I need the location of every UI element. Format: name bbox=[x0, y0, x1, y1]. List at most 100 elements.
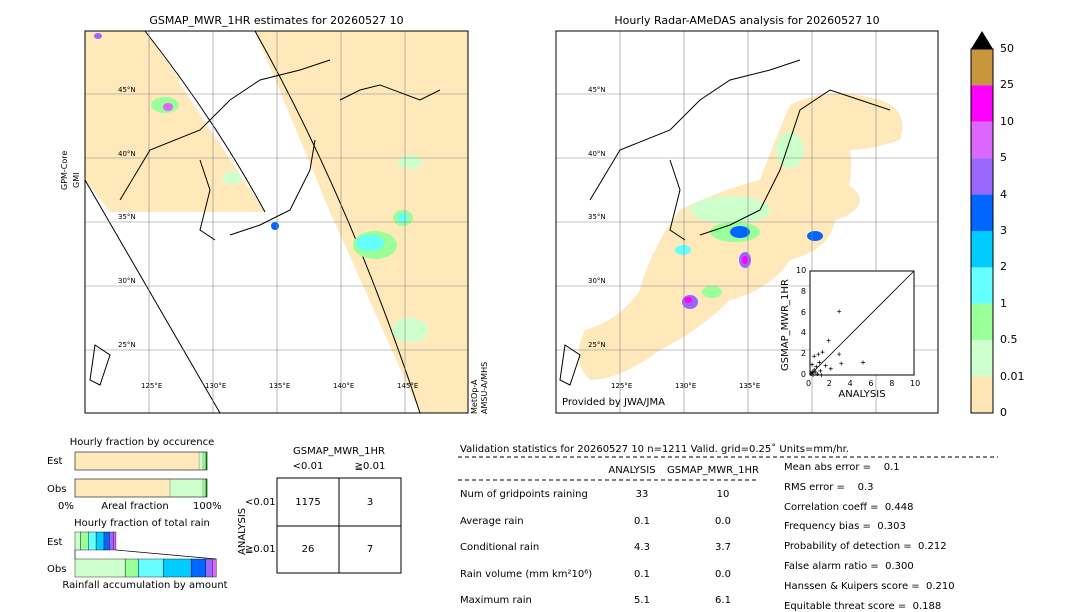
scatter-ytick: 0 bbox=[800, 370, 806, 379]
left-lat-40: 40°N bbox=[118, 150, 136, 158]
scatter-point bbox=[826, 338, 831, 343]
scatter-xlabel: ANALYSIS bbox=[838, 389, 886, 400]
occurrence-bar-segment bbox=[202, 478, 206, 498]
colorbar-label: 4 bbox=[1000, 187, 1007, 201]
contingency-row-ge: ≧0.01 bbox=[245, 544, 276, 555]
colorbar-label: 2 bbox=[1000, 260, 1007, 274]
right-map-credit: Provided by JWA/JMA bbox=[562, 397, 665, 408]
scatter-ytick: 4 bbox=[800, 328, 806, 338]
validation-col-analysis: ANALYSIS bbox=[608, 465, 656, 476]
occurrence-bar-frame bbox=[74, 478, 208, 498]
colorbar-segment bbox=[971, 231, 993, 268]
scatter-ytick: 6 bbox=[800, 307, 806, 317]
colorbar-segment bbox=[971, 194, 993, 231]
totalrain-bar-segment bbox=[212, 558, 217, 578]
occurrence-bar-frame bbox=[74, 451, 208, 471]
scatter-point bbox=[823, 363, 828, 368]
totalrain-bar-segment bbox=[124, 558, 139, 578]
right-lat-30: 30°N bbox=[588, 277, 606, 285]
scatter-ytick: 2 bbox=[800, 349, 806, 359]
scatter-point bbox=[809, 371, 814, 376]
scatter-point bbox=[837, 352, 842, 357]
validation-score: RMS error = 0.3 bbox=[784, 481, 874, 493]
right-lat-25: 25°N bbox=[588, 341, 606, 349]
colorbar-segment bbox=[971, 121, 993, 159]
occurrence-bar-segment bbox=[169, 478, 204, 498]
scatter-xtick: 10 bbox=[910, 379, 921, 388]
scatter-point bbox=[828, 366, 833, 371]
right-lon-135: 135°E bbox=[739, 382, 761, 390]
occurrence-title: Hourly fraction by occurence bbox=[69, 437, 215, 448]
validation-col-gsmap: GSMAP_MWR_1HR bbox=[667, 465, 759, 476]
validation-score: Probability of detection = 0.212 bbox=[784, 541, 947, 553]
totalrain-bar-segment bbox=[190, 558, 206, 578]
validation-row-analysis: 0.1 bbox=[634, 568, 650, 580]
colorbar-segment bbox=[971, 340, 993, 377]
validation-score: Equitable threat score = 0.188 bbox=[784, 600, 942, 612]
validation-row-label: Conditional rain bbox=[460, 542, 540, 553]
scatter-point bbox=[812, 354, 817, 359]
contingency-cell-1-1: 7 bbox=[366, 544, 374, 555]
validation-row-label: Rain volume (mm km²10⁶) bbox=[460, 568, 593, 580]
scatter-point bbox=[813, 369, 818, 374]
occurrence-xlabel: Areal fraction bbox=[101, 501, 169, 512]
validation-row-analysis: 33 bbox=[635, 489, 649, 500]
scatter-point bbox=[837, 309, 842, 314]
occurrence-bar-segment bbox=[202, 451, 206, 471]
left-lat-35: 35°N bbox=[118, 213, 136, 221]
validation-score: Hanssen & Kuipers score = 0.210 bbox=[784, 580, 955, 592]
contingency-title: GSMAP_MWR_1HR bbox=[293, 446, 385, 457]
left-lon-130: 130°E bbox=[205, 382, 227, 390]
left-lon-140: 140°E bbox=[333, 382, 355, 390]
right-lon-125: 125°E bbox=[611, 382, 633, 390]
totalrain-bar-segment bbox=[87, 531, 97, 551]
scatter-xtick: 0 bbox=[806, 379, 812, 388]
totalrain-bar-segment bbox=[109, 531, 114, 551]
contingency-col-lt: <0.01 bbox=[292, 461, 324, 472]
scatter-point bbox=[810, 362, 815, 367]
colorbar-label: 1 bbox=[1000, 296, 1007, 310]
totalrain-bar-segment bbox=[138, 558, 164, 578]
scatter-point bbox=[819, 373, 824, 377]
occurrence-obs-label: Obs bbox=[47, 484, 67, 495]
contingency-cell-0-1: 3 bbox=[366, 497, 374, 508]
occurrence-bar-segment bbox=[74, 451, 200, 471]
contingency-col-ge: ≧0.01 bbox=[354, 461, 386, 472]
validation-row-gsmap: 6.1 bbox=[715, 595, 731, 606]
left-map-title: GSMAP_MWR_1HR estimates for 20260527 10 bbox=[149, 14, 404, 27]
colorbar-segment bbox=[971, 158, 993, 195]
scatter-xtick: 4 bbox=[847, 379, 853, 388]
validation-row-gsmap: 10 bbox=[716, 489, 730, 500]
validation-row-label: Num of gridpoints raining bbox=[460, 489, 588, 500]
scatter-xtick: 8 bbox=[889, 379, 895, 388]
scatter-ylabel: GSMAP_MWR_1HR bbox=[780, 279, 791, 371]
totalrain-bar-segment bbox=[113, 531, 117, 551]
colorbar-extend-arrow bbox=[971, 31, 993, 49]
left-lon-145: 145°E bbox=[397, 382, 419, 390]
scatter-point bbox=[820, 350, 825, 355]
occurrence-xtick-100: 100% bbox=[193, 501, 222, 512]
colorbar-label: 10 bbox=[1000, 114, 1014, 128]
left-lat-30: 30°N bbox=[118, 277, 136, 285]
validation-row-label: Maximum rain bbox=[460, 595, 532, 606]
totalrain-xlabel: Rainfall accumulation by amount bbox=[62, 580, 228, 591]
validation-row-gsmap: 0.0 bbox=[715, 515, 731, 527]
totalrain-obs-label: Obs bbox=[47, 564, 67, 575]
colorbar-label: 3 bbox=[1000, 224, 1007, 237]
colorbar-label: 5 bbox=[1000, 151, 1007, 165]
scatter-point bbox=[814, 364, 819, 369]
scatter-point bbox=[811, 373, 816, 377]
colorbar-segment bbox=[971, 303, 993, 341]
totalrain-connector bbox=[115, 549, 217, 560]
scatter-xtick: 2 bbox=[826, 379, 832, 388]
left-lon-135: 135°E bbox=[269, 382, 291, 390]
occurrence-xtick-0: 0% bbox=[58, 501, 74, 512]
scatter-point bbox=[839, 361, 844, 366]
colorbar-segment bbox=[971, 376, 993, 413]
right-lat-35: 35°N bbox=[588, 213, 606, 221]
validation-score: Mean abs error = 0.1 bbox=[784, 462, 900, 473]
colorbar-label: 0 bbox=[1000, 406, 1007, 419]
validation-header: Validation statistics for 20260527 10 n=… bbox=[460, 444, 849, 455]
right-lon-130: 130°E bbox=[675, 382, 697, 390]
colorbar-label: 0.01 bbox=[1000, 369, 1025, 383]
